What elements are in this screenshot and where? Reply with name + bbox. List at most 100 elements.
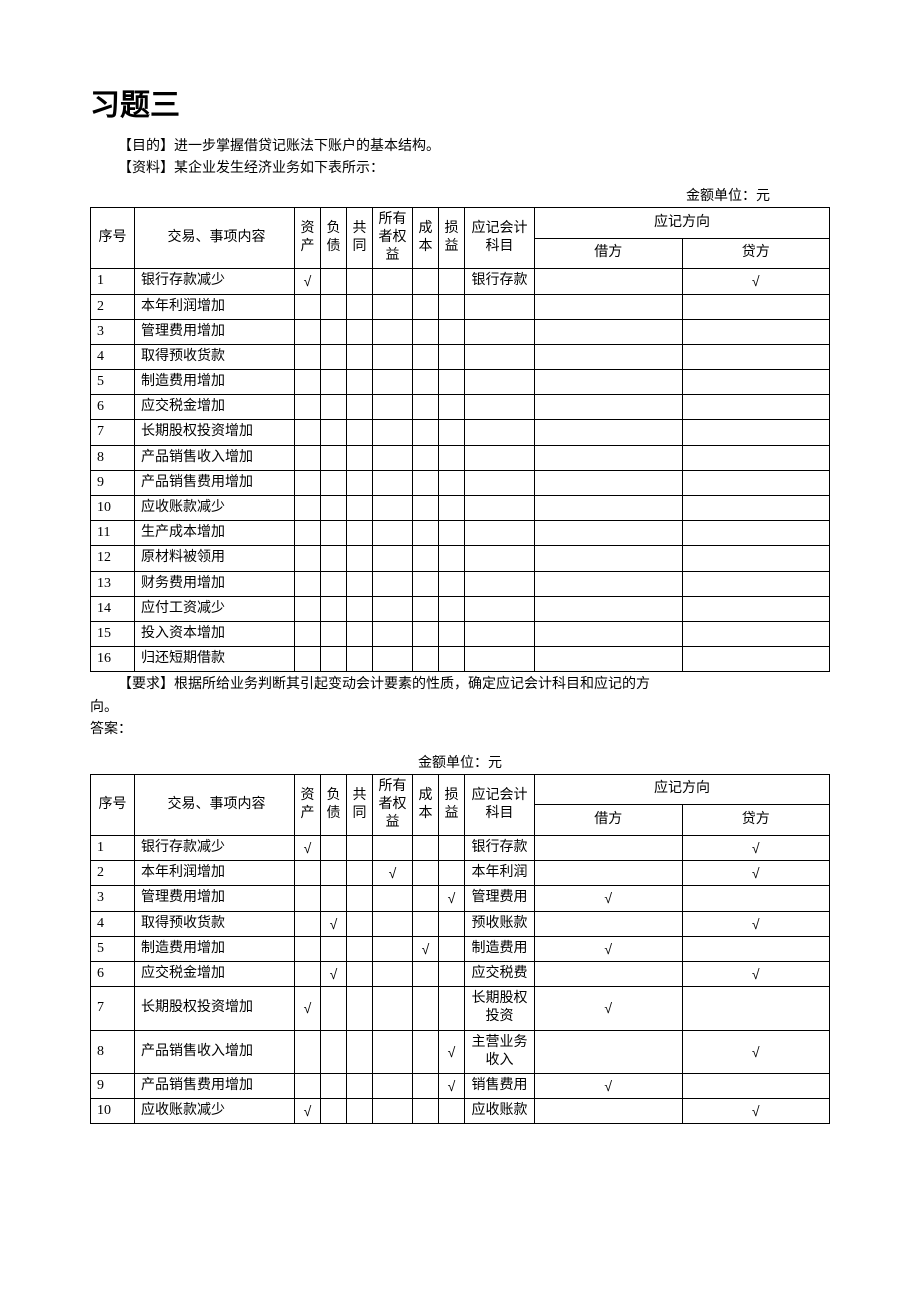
table-cell [347,886,373,911]
table-cell: 应交税金增加 [135,962,295,987]
table-cell [439,546,465,571]
th-debit: 借方 [535,805,683,836]
th-asset: 资产 [295,207,321,269]
table-cell [413,911,439,936]
table-cell [321,546,347,571]
table-cell: 7 [91,987,135,1030]
table-cell [413,294,439,319]
table-cell [347,395,373,420]
table-cell [373,546,413,571]
table-cell [347,861,373,886]
table-cell [439,370,465,395]
table-cell [321,344,347,369]
table-cell: 产品销售收入增加 [135,1030,295,1073]
table-row: 9产品销售费用增加 [91,470,830,495]
th-cost: 成本 [413,207,439,269]
table-cell [439,395,465,420]
table-cell: 本年利润增加 [135,861,295,886]
table-row: 1银行存款减少√银行存款√ [91,836,830,861]
table-cell: 12 [91,546,135,571]
table-row: 7长期股权投资增加√长期股权投资√ [91,987,830,1030]
table-cell [321,571,347,596]
table-cell [295,319,321,344]
table-cell: √ [295,987,321,1030]
table-cell [682,987,830,1030]
table-cell [439,571,465,596]
table-cell [295,596,321,621]
table-cell [413,445,439,470]
table-cell [535,647,683,672]
table-cell [535,395,683,420]
table-cell [465,470,535,495]
table-cell [439,987,465,1030]
table-cell: 8 [91,1030,135,1073]
table-cell [535,571,683,596]
th-content: 交易、事项内容 [135,207,295,269]
table-cell: 应交税费 [465,962,535,987]
table-cell: 7 [91,420,135,445]
table-cell: √ [682,1099,830,1124]
page-title: 习题三 [90,80,830,124]
table-cell [321,1073,347,1098]
table-cell [347,496,373,521]
table-row: 14应付工资减少 [91,596,830,621]
table-cell [321,420,347,445]
table-cell [321,621,347,646]
table-cell [295,911,321,936]
table-cell [347,546,373,571]
table-cell [347,647,373,672]
table-cell: 销售费用 [465,1073,535,1098]
table-cell [373,1099,413,1124]
table-row: 1银行存款减少√银行存款√ [91,269,830,294]
table-cell [373,370,413,395]
table-cell [682,319,830,344]
table-cell [465,344,535,369]
table-cell: 产品销售费用增加 [135,470,295,495]
table-cell [295,344,321,369]
table-cell [373,470,413,495]
table-cell: 银行存款 [465,269,535,294]
table-cell: 4 [91,911,135,936]
table-cell [373,621,413,646]
table-cell [373,445,413,470]
table-cell [535,294,683,319]
table-cell [321,987,347,1030]
requirement-line: 【要求】根据所给业务判断其引起变动会计要素的性质，确定应记会计科目和应记的方 [118,674,830,696]
table-cell [321,370,347,395]
table-cell [535,621,683,646]
table-cell [439,911,465,936]
table-cell [295,936,321,961]
th-seq: 序号 [91,207,135,269]
th-asset: 资产 [295,774,321,836]
table-cell: 1 [91,836,135,861]
table-cell [535,836,683,861]
table-cell: √ [535,987,683,1030]
table-cell [347,962,373,987]
table-cell [682,546,830,571]
table-cell [439,1099,465,1124]
table-cell: 本年利润 [465,861,535,886]
table-cell: 制造费用增加 [135,370,295,395]
table-cell [439,294,465,319]
table-cell [413,1099,439,1124]
table-cell [535,596,683,621]
table-cell [465,647,535,672]
table-cell: √ [295,836,321,861]
purpose-line: 【目的】进一步掌握借贷记账法下账户的基本结构。 [118,136,830,158]
table-row: 2本年利润增加 [91,294,830,319]
table-row: 2本年利润增加√本年利润√ [91,861,830,886]
table-cell [295,470,321,495]
table-cell: 管理费用增加 [135,886,295,911]
table-cell: 本年利润增加 [135,294,295,319]
table-cell: 4 [91,344,135,369]
table-cell [347,294,373,319]
th-liability: 负债 [321,207,347,269]
table-cell [373,395,413,420]
table-cell [373,886,413,911]
th-joint: 共同 [347,774,373,836]
th-pl: 损益 [439,774,465,836]
table-cell [347,911,373,936]
table-cell [682,370,830,395]
table-cell [295,546,321,571]
table-cell [347,987,373,1030]
